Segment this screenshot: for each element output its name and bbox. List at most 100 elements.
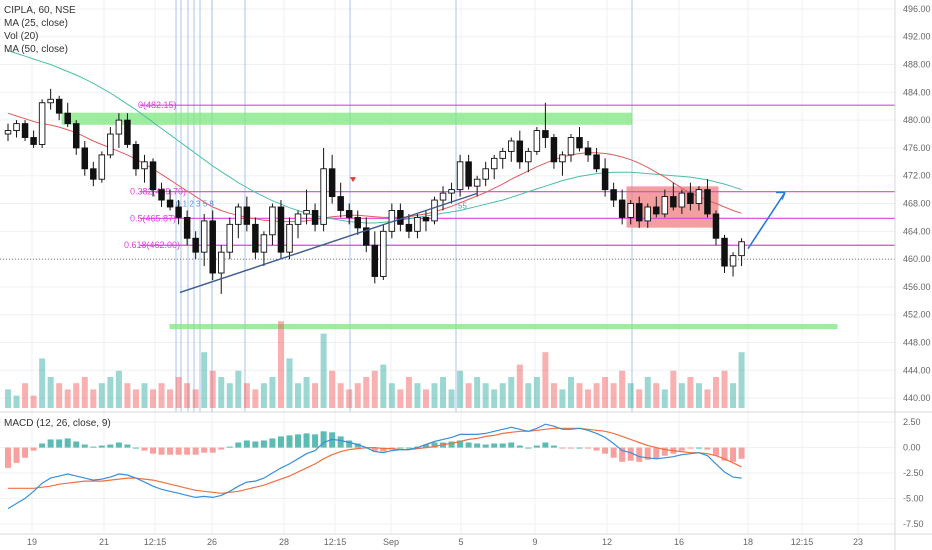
macd-hist-bar [712,447,719,456]
volume-bar [440,377,447,408]
macd-hist-bar [533,445,540,448]
candle-body [354,216,361,229]
macd-hist-bar [687,447,694,449]
macd-hist-bar [508,442,515,448]
volume-bar [209,370,216,408]
macd-tick-label: -2.50 [903,468,924,478]
candle-body [277,206,285,253]
candle-body [260,234,268,253]
candle-body [124,119,131,145]
candle-body [38,102,46,145]
macd-hist-bar [422,444,429,448]
volume-bar [269,377,276,408]
volume-bar [303,377,310,408]
macd-hist-bar [346,440,353,448]
candle-body [192,237,199,253]
candle-body [141,161,148,170]
macd-hist-bar [550,445,557,448]
macd-hist-bar [730,447,737,462]
candle-body [601,168,609,191]
macd-hist-bar [141,447,148,451]
candle-body [593,154,600,170]
price-tick-label: 484.00 [903,87,931,97]
macd-hist-bar [491,443,498,448]
price-tick-label: 468.00 [903,199,931,209]
candle-body [695,189,703,204]
candle-body [371,244,379,277]
volume-bar [644,377,651,408]
volume-bar [371,370,378,408]
volume-bar [380,364,387,408]
macd-tick-label: 2.50 [903,417,921,427]
candle-body [610,189,617,201]
macd-hist-bar [661,447,668,456]
macd-hist-bar [448,441,455,448]
volume-bar [150,389,157,408]
macd-hist-bar [13,447,20,463]
macd-hist-bar [585,447,592,449]
indicator-ma50[interactable]: MA (50, close) [4,44,68,55]
volume-bar [329,370,336,408]
target-arrow-line [747,191,786,250]
volume-bar [533,377,540,408]
macd-hist-bar [22,447,29,458]
volume-bar [730,383,737,408]
volume-bar [286,358,293,408]
macd-tick-label: -7.50 [903,519,924,529]
volume-bar [13,395,20,408]
candle-body [431,199,438,222]
candle-body [644,206,652,222]
volume-bar [158,383,165,408]
candle-body [64,112,71,125]
macd-hist-bar [619,447,626,462]
macd-hist-bar [567,447,574,449]
candle-body [490,157,498,170]
macd-hist-bar [465,442,472,448]
volume-bar [422,389,429,408]
macd-label[interactable]: MACD (12, 26, close, 9) [4,418,111,429]
macd-hist-bar [158,447,165,455]
price-tick-label: 440.00 [903,393,931,403]
indicator-vol[interactable]: Vol (20) [4,31,39,42]
volume-bar [346,389,353,408]
drawings [179,177,786,294]
volume-bar [738,352,745,408]
volume-bar [235,370,242,408]
candle-body [286,223,293,253]
volume-bar [431,383,438,408]
indicator-ma25[interactable]: MA (25, close) [4,18,68,29]
volume-bar [73,383,80,408]
volume-bar [465,383,472,408]
symbol-line[interactable]: CIPLA, 60, NSE [4,5,76,16]
volume-bar [405,377,412,408]
time-cycle-lines [175,0,633,412]
fib-label: 0.618(462.00) [124,240,180,250]
fib-label: 0.5(465.87) [130,213,176,223]
candle-body [107,133,114,156]
candle-body [30,137,37,145]
macd-hist-bar [312,434,319,448]
candle-body [294,213,302,225]
macd-hist-bar [90,446,97,448]
macd-hist-bar [47,439,54,448]
macd-hist-bar [593,447,600,451]
price-tick-label: 464.00 [903,226,931,236]
volume-bar [5,389,11,408]
macd-hist-bar [167,447,174,455]
fib-label: 0.382(469.70) [130,187,186,197]
macd-tick-label: -5.00 [903,493,924,503]
volume-bar [661,389,668,408]
candle-body [618,199,626,218]
macd-hist-bar [354,443,361,448]
volume-bar [721,370,728,408]
volume-bar [457,370,464,408]
price-tick-label: 460.00 [903,254,931,264]
candle-body [704,189,711,215]
volume-bar [576,383,583,408]
volume-bar [695,383,702,408]
candle-body [337,196,344,211]
macd-hist-bar [371,447,378,452]
macd-hist-bar [124,444,131,448]
candle-body [687,192,694,204]
